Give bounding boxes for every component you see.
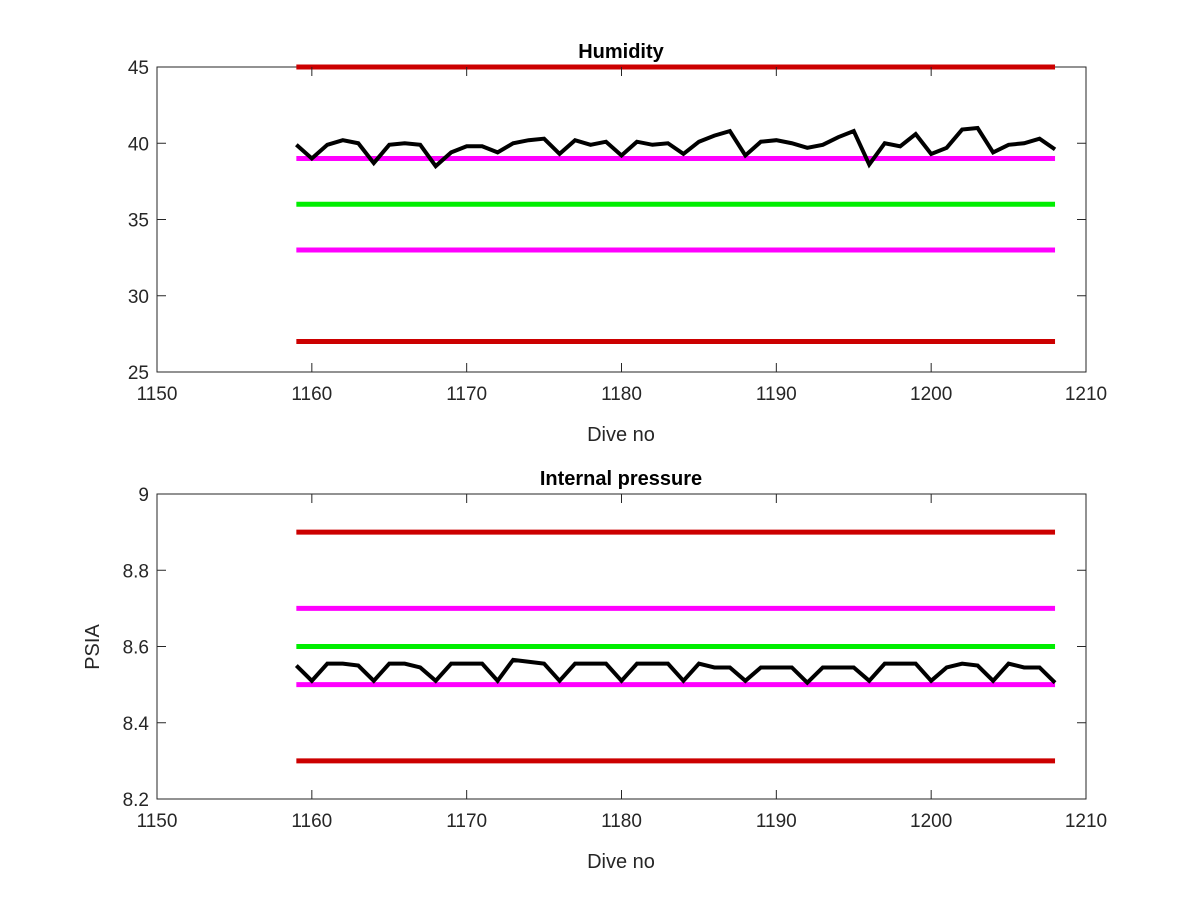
humidity-x-tick-label: 1210 xyxy=(1065,384,1107,405)
pressure-y-tick-label: 8.4 xyxy=(123,714,150,735)
pressure-y-tick-label: 8.8 xyxy=(123,561,149,582)
humidity-series-line-0 xyxy=(295,125,1057,170)
pressure-x-tick-label: 1210 xyxy=(1065,811,1107,832)
humidity-y-tick-label: 25 xyxy=(128,363,149,384)
humidity-title: Humidity xyxy=(578,41,664,63)
humidity-series xyxy=(295,125,1057,170)
humidity-axes-box xyxy=(156,66,1087,373)
humidity-panel: 1150 1160 1170 1180 1190 1200 1210 25 30 35 40 45 H… xyxy=(128,41,1107,446)
pressure-ticks: 1150 1160 1170 1180 1190 1200 1210 8.2 8.4 8.6 8.8… xyxy=(123,485,1108,832)
pressure-x-tick-label: 1160 xyxy=(291,811,332,832)
pressure-reference-lines xyxy=(296,529,1056,764)
pressure-x-tick-label: 1150 xyxy=(137,811,178,832)
humidity-reference-lines xyxy=(296,64,1056,344)
humidity-y-tick-label: 30 xyxy=(128,287,149,308)
humidity-ticks: 1150 1160 1170 1180 1190 1200 1210 25 30 35 40 45 xyxy=(128,58,1107,405)
humidity-x-tick-label: 1180 xyxy=(601,384,642,405)
pressure-x-axis-label: Dive no xyxy=(587,851,655,873)
pressure-y-axis-label: PSIA xyxy=(82,624,104,670)
humidity-y-tick-label: 45 xyxy=(128,58,149,79)
humidity-y-tick-label: 35 xyxy=(128,211,149,232)
pressure-y-tick-label: 8.2 xyxy=(123,790,149,811)
humidity-y-tick-label: 40 xyxy=(128,134,149,155)
pressure-title: Internal pressure xyxy=(540,468,702,490)
pressure-series-line-0 xyxy=(294,657,1057,686)
pressure-x-tick-label: 1190 xyxy=(756,811,797,832)
humidity-x-tick-label: 1150 xyxy=(137,384,178,405)
humidity-x-axis-label: Dive no xyxy=(587,424,655,446)
humidity-x-tick-label: 1160 xyxy=(291,384,332,405)
humidity-x-tick-label: 1170 xyxy=(446,384,487,405)
pressure-y-tick-label: 9 xyxy=(138,485,149,506)
pressure-y-tick-label: 8.6 xyxy=(123,638,149,659)
pressure-x-tick-label: 1180 xyxy=(601,811,642,832)
pressure-series xyxy=(294,657,1057,686)
humidity-x-tick-label: 1200 xyxy=(910,384,952,405)
internal-pressure-panel: 1150 1160 1170 1180 1190 1200 1210 8.2 8.4 8.6 8.8… xyxy=(82,468,1107,873)
humidity-x-tick-label: 1190 xyxy=(756,384,797,405)
pressure-x-tick-label: 1170 xyxy=(446,811,487,832)
pressure-x-tick-label: 1200 xyxy=(910,811,952,832)
